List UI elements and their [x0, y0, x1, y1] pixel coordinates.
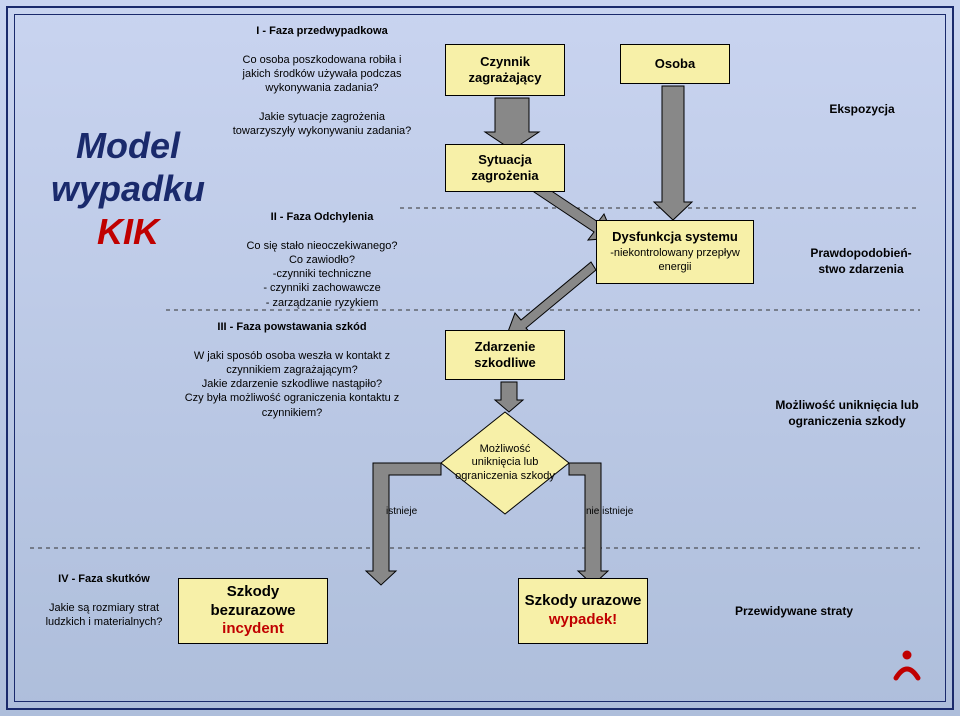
side-prawdo: Prawdopodobień- stwo zdarzenia [786, 246, 936, 277]
title-line1: Model [76, 125, 180, 166]
box-dysfunkcja: Dysfunkcja systemu -niekontrolowany prze… [596, 220, 754, 284]
diamond-possibility: Możliwość uniknięcia lub ograniczenia sz… [441, 412, 569, 514]
title-line2: wypadku [51, 168, 205, 209]
phase-iv: IV - Faza skutków Jakie są rozmiary stra… [44, 572, 164, 629]
box-czynnik: Czynnik zagrażający [445, 44, 565, 96]
logo-icon [890, 648, 924, 682]
diagram-stage: Model wypadku KIK Czynnik zagrażający Sy… [14, 14, 946, 702]
box-szkody-ur: Szkody urazowe wypadek! [518, 578, 648, 644]
box-szkody-bez: Szkody bezurazowe incydent [178, 578, 328, 644]
side-ekspozycja: Ekspozycja [802, 102, 922, 118]
phase-ii: II - Faza Odchylenia Co się stało nieocz… [222, 210, 422, 310]
phase-i: I - Faza przedwypadkowa Co osoba poszkod… [232, 24, 412, 138]
side-straty: Przewidywane straty [704, 604, 884, 620]
phase-iii: III - Faza powstawania szkód W jaki spos… [182, 320, 402, 420]
box-sytuacja: Sytuacja zagrożenia [445, 144, 565, 192]
box-zdarzenie: Zdarzenie szkodliwe [445, 330, 565, 380]
box-osoba: Osoba [620, 44, 730, 84]
label-istnieje: istnieje [386, 506, 417, 517]
slide-title: Model wypadku KIK [28, 124, 228, 254]
side-mozliwosc: Możliwość uniknięcia lub ograniczenia sz… [762, 398, 932, 429]
title-line3: KIK [97, 211, 159, 252]
label-nie-istnieje: nie istnieje [586, 506, 633, 517]
